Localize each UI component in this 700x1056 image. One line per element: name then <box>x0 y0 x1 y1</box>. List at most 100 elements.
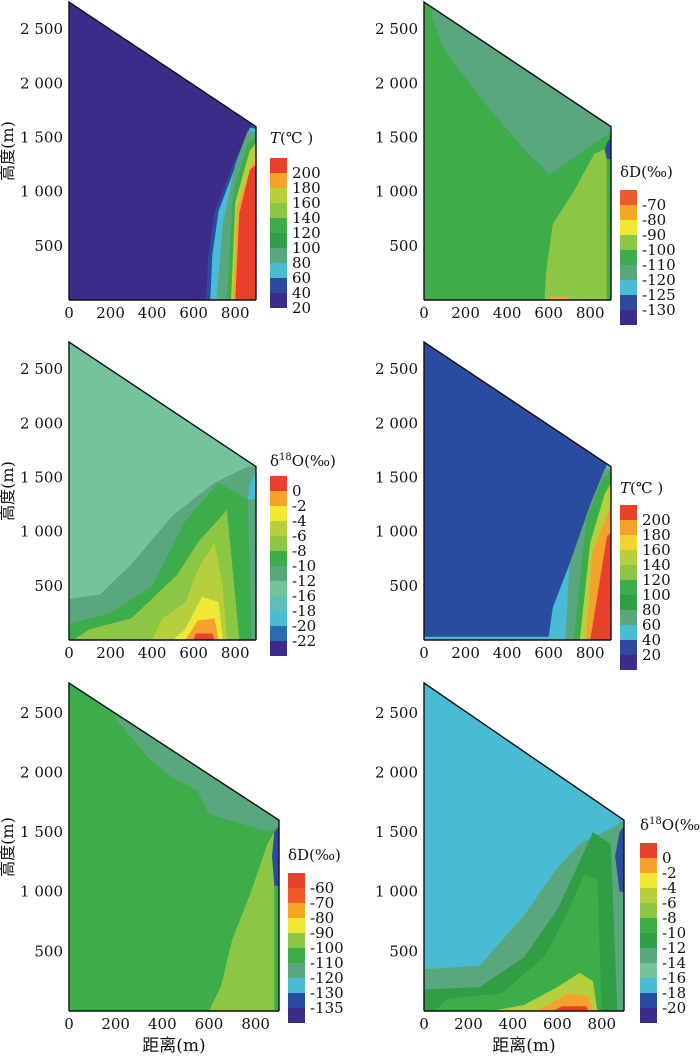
legend-label: -135 <box>310 999 344 1017</box>
x-tick-label: 400 <box>138 304 167 322</box>
y-tick-label: 2 500 <box>375 20 418 38</box>
contour-field <box>69 2 256 300</box>
legend-label: -4 <box>662 879 677 897</box>
legend-swatch <box>620 580 637 595</box>
contour-region <box>69 2 256 300</box>
legend-swatch <box>640 843 657 858</box>
legend-label: -16 <box>662 969 686 987</box>
legend-label: -6 <box>662 894 677 912</box>
contour-region <box>548 296 570 300</box>
legend-swatch <box>270 263 287 278</box>
y-tick-label: 500 <box>389 577 418 595</box>
legend-label: -130 <box>642 301 676 319</box>
contour-region <box>69 683 279 1011</box>
legend-title: δ18O(‰ <box>640 816 700 834</box>
legend-label: 0 <box>662 849 672 867</box>
panel-5: 0 200 400 600 800 2 500 2 000 1 500 1 000 500 高度(m… <box>0 681 344 1056</box>
legend-swatch <box>620 310 637 325</box>
contour-region <box>247 472 256 500</box>
x-tick-label: 800 <box>576 304 605 322</box>
y-tick-label: 1 500 <box>20 128 63 146</box>
y-tick-label: 2 000 <box>20 763 63 781</box>
legend-label: 40 <box>292 284 311 302</box>
legend-swatch <box>288 918 305 933</box>
legend-swatch <box>620 235 637 250</box>
legend-label: -80 <box>642 211 666 229</box>
domain-outline <box>68 340 257 640</box>
y-tick-label: 2 000 <box>20 74 63 92</box>
legend-swatch <box>270 476 287 491</box>
legend-label: -16 <box>292 587 316 605</box>
domain-outline <box>423 340 612 640</box>
contour-region <box>233 164 256 300</box>
x-tick-label: 600 <box>543 1015 572 1033</box>
legend-label: 160 <box>292 194 321 212</box>
x-tick-label: 400 <box>493 644 522 662</box>
y-tick-label: 1 000 <box>20 183 63 201</box>
x-tick-label: 200 <box>96 304 125 322</box>
legend: δD(‰) -60-70-80-90-100-110-120-130-135 <box>288 846 344 1023</box>
x-tick-label: 600 <box>195 1015 224 1033</box>
legend-swatch <box>620 250 637 265</box>
legend-label: -100 <box>310 939 344 957</box>
contour-region <box>586 531 611 640</box>
legend-swatch <box>620 610 637 625</box>
legend-label: -18 <box>662 984 686 1002</box>
contour-field <box>424 683 624 1011</box>
y-tick-label: 2 000 <box>20 414 63 432</box>
contour-region <box>193 633 215 640</box>
legend-swatch <box>620 640 637 655</box>
legend-label: 120 <box>292 224 321 242</box>
legend-swatch <box>640 1008 657 1023</box>
legend-title: δD(‰) <box>288 846 341 864</box>
y-tick-label: 500 <box>34 237 63 255</box>
panel-6: 0 200 400 600 800 2 500 2 000 1 500 1 000 500 距离(m… <box>375 681 700 1056</box>
legend-swatch <box>270 506 287 521</box>
x-tick-label: 0 <box>64 1015 74 1033</box>
x-tick-label: 400 <box>138 644 167 662</box>
legend-swatch <box>270 233 287 248</box>
contour-field <box>424 342 611 640</box>
x-tick-label: 800 <box>576 644 605 662</box>
legend-swatch <box>620 205 637 220</box>
y-axis-label: 高度(m) <box>0 461 17 521</box>
legend-swatch <box>620 595 637 610</box>
y-tick-label: 500 <box>389 237 418 255</box>
legend-label: -14 <box>662 954 686 972</box>
y-tick-label: 1 000 <box>375 183 418 201</box>
y-tick-label: 2 500 <box>20 360 63 378</box>
x-axis-label: 距离(m) <box>142 1036 205 1056</box>
legend-label: -8 <box>292 542 307 560</box>
legend-label: -110 <box>310 954 344 972</box>
legend-swatch <box>270 566 287 581</box>
legend-label: 20 <box>642 646 661 664</box>
legend-label: -120 <box>642 271 676 289</box>
legend-label: -2 <box>292 497 307 515</box>
contour-region <box>272 826 279 886</box>
panel-4: 0 200 400 600 800 2 500 2 000 1 500 1 000 500 T(℃ … <box>375 340 671 670</box>
domain-outline <box>423 0 612 300</box>
legend-swatch <box>270 203 287 218</box>
legend-label: 100 <box>642 586 671 604</box>
legend-label: -125 <box>642 286 676 304</box>
y-tick-label: 2 500 <box>375 360 418 378</box>
y-tick-label: 1 500 <box>375 128 418 146</box>
y-tick-label: 1 500 <box>375 468 418 486</box>
legend-swatch <box>270 581 287 596</box>
legend-swatch <box>270 293 287 308</box>
legend-swatch <box>640 948 657 963</box>
x-tick-label: 0 <box>419 644 429 662</box>
x-tick-label: 0 <box>64 644 74 662</box>
legend-label: -90 <box>310 924 334 942</box>
legend-swatch <box>620 190 637 205</box>
legend-swatch <box>640 978 657 993</box>
x-tick-label: 800 <box>587 1015 616 1033</box>
x-tick-label: 600 <box>534 304 563 322</box>
y-axis-label: 高度(m) <box>0 121 17 181</box>
legend-swatch <box>640 858 657 873</box>
legend-label: -70 <box>642 196 666 214</box>
legend-label: 0 <box>292 482 302 500</box>
legend-label: 180 <box>642 526 671 544</box>
